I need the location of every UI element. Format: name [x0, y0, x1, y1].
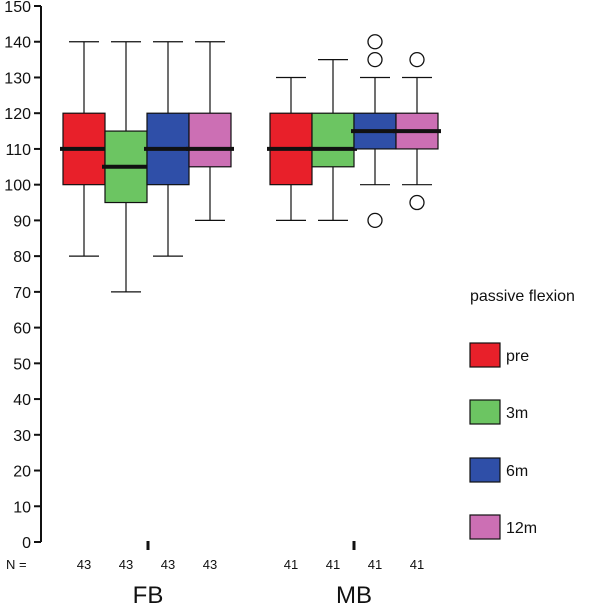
box-plots: [60, 34, 441, 293]
box-mb-3m: [309, 58, 357, 221]
legend-label: pre: [506, 348, 529, 365]
y-tick-label: 100: [4, 178, 31, 195]
box-fb-6m: [144, 41, 192, 257]
box-fb-12m: [186, 41, 234, 221]
n-count-label: 43: [119, 557, 133, 572]
outlier-point: [409, 194, 425, 211]
legend-item-12m: 12m: [469, 514, 537, 540]
legend-swatch: [469, 399, 501, 425]
n-count-label: 41: [326, 557, 340, 572]
outlier-point: [367, 212, 383, 229]
outlier-point: [367, 51, 383, 68]
y-tick-label: 50: [13, 356, 31, 373]
n-count-label: 41: [410, 557, 424, 572]
legend-label: 3m: [506, 405, 528, 422]
y-tick-label: 130: [4, 70, 31, 87]
legend-label: 6m: [506, 463, 528, 480]
box-mb-12m: [393, 51, 441, 211]
y-tick-label: 60: [13, 321, 31, 338]
legend-item-pre: pre: [469, 342, 529, 368]
y-tick-label: 110: [5, 142, 31, 159]
y-tick-label: 20: [13, 464, 31, 481]
y-tick-label: 40: [13, 392, 31, 409]
y-tick-label: 120: [4, 106, 31, 123]
box-mb-6m: [351, 34, 399, 229]
box-iqr: [188, 112, 232, 168]
y-tick-label: 150: [4, 0, 31, 16]
legend-swatch: [469, 457, 501, 483]
n-count-label: 41: [368, 557, 382, 572]
y-tick-label: 80: [13, 249, 31, 266]
y-tick-label: 10: [13, 499, 31, 516]
y-tick-label: 140: [4, 35, 31, 52]
outlier-point: [367, 34, 383, 50]
y-tick-label: 0: [22, 535, 31, 552]
box-mb-pre: [267, 76, 315, 221]
box-fb-3m: [102, 41, 150, 293]
legend-swatch: [469, 514, 501, 540]
n-count-label: 43: [161, 557, 175, 572]
n-count-label: 43: [203, 557, 217, 572]
y-axis: 0 10 20 30 40 50 60 70 80 90 100 110 120 130 140 150: [4, 0, 42, 552]
n-count-label: 41: [284, 557, 298, 572]
outlier-point: [409, 51, 425, 68]
box-fb-pre: [60, 41, 108, 257]
legend-title: passive flexion: [470, 288, 575, 305]
legend-item-3m: 3m: [469, 399, 528, 425]
n-count-label: 43: [77, 557, 91, 572]
legend-item-6m: 6m: [469, 457, 528, 483]
y-tick-label: 90: [13, 213, 31, 230]
group-label-mb: MB: [336, 582, 372, 609]
n-prefix-label: N =: [6, 557, 27, 572]
y-tick-label: 30: [13, 428, 31, 445]
box-iqr: [311, 112, 355, 168]
group-label-fb: FB: [133, 582, 164, 609]
legend-swatch: [469, 342, 501, 368]
legend-label: 12m: [506, 520, 537, 537]
legend: passive flexion pre 3m 6m 12m: [469, 288, 575, 540]
y-tick-label: 70: [13, 285, 31, 302]
